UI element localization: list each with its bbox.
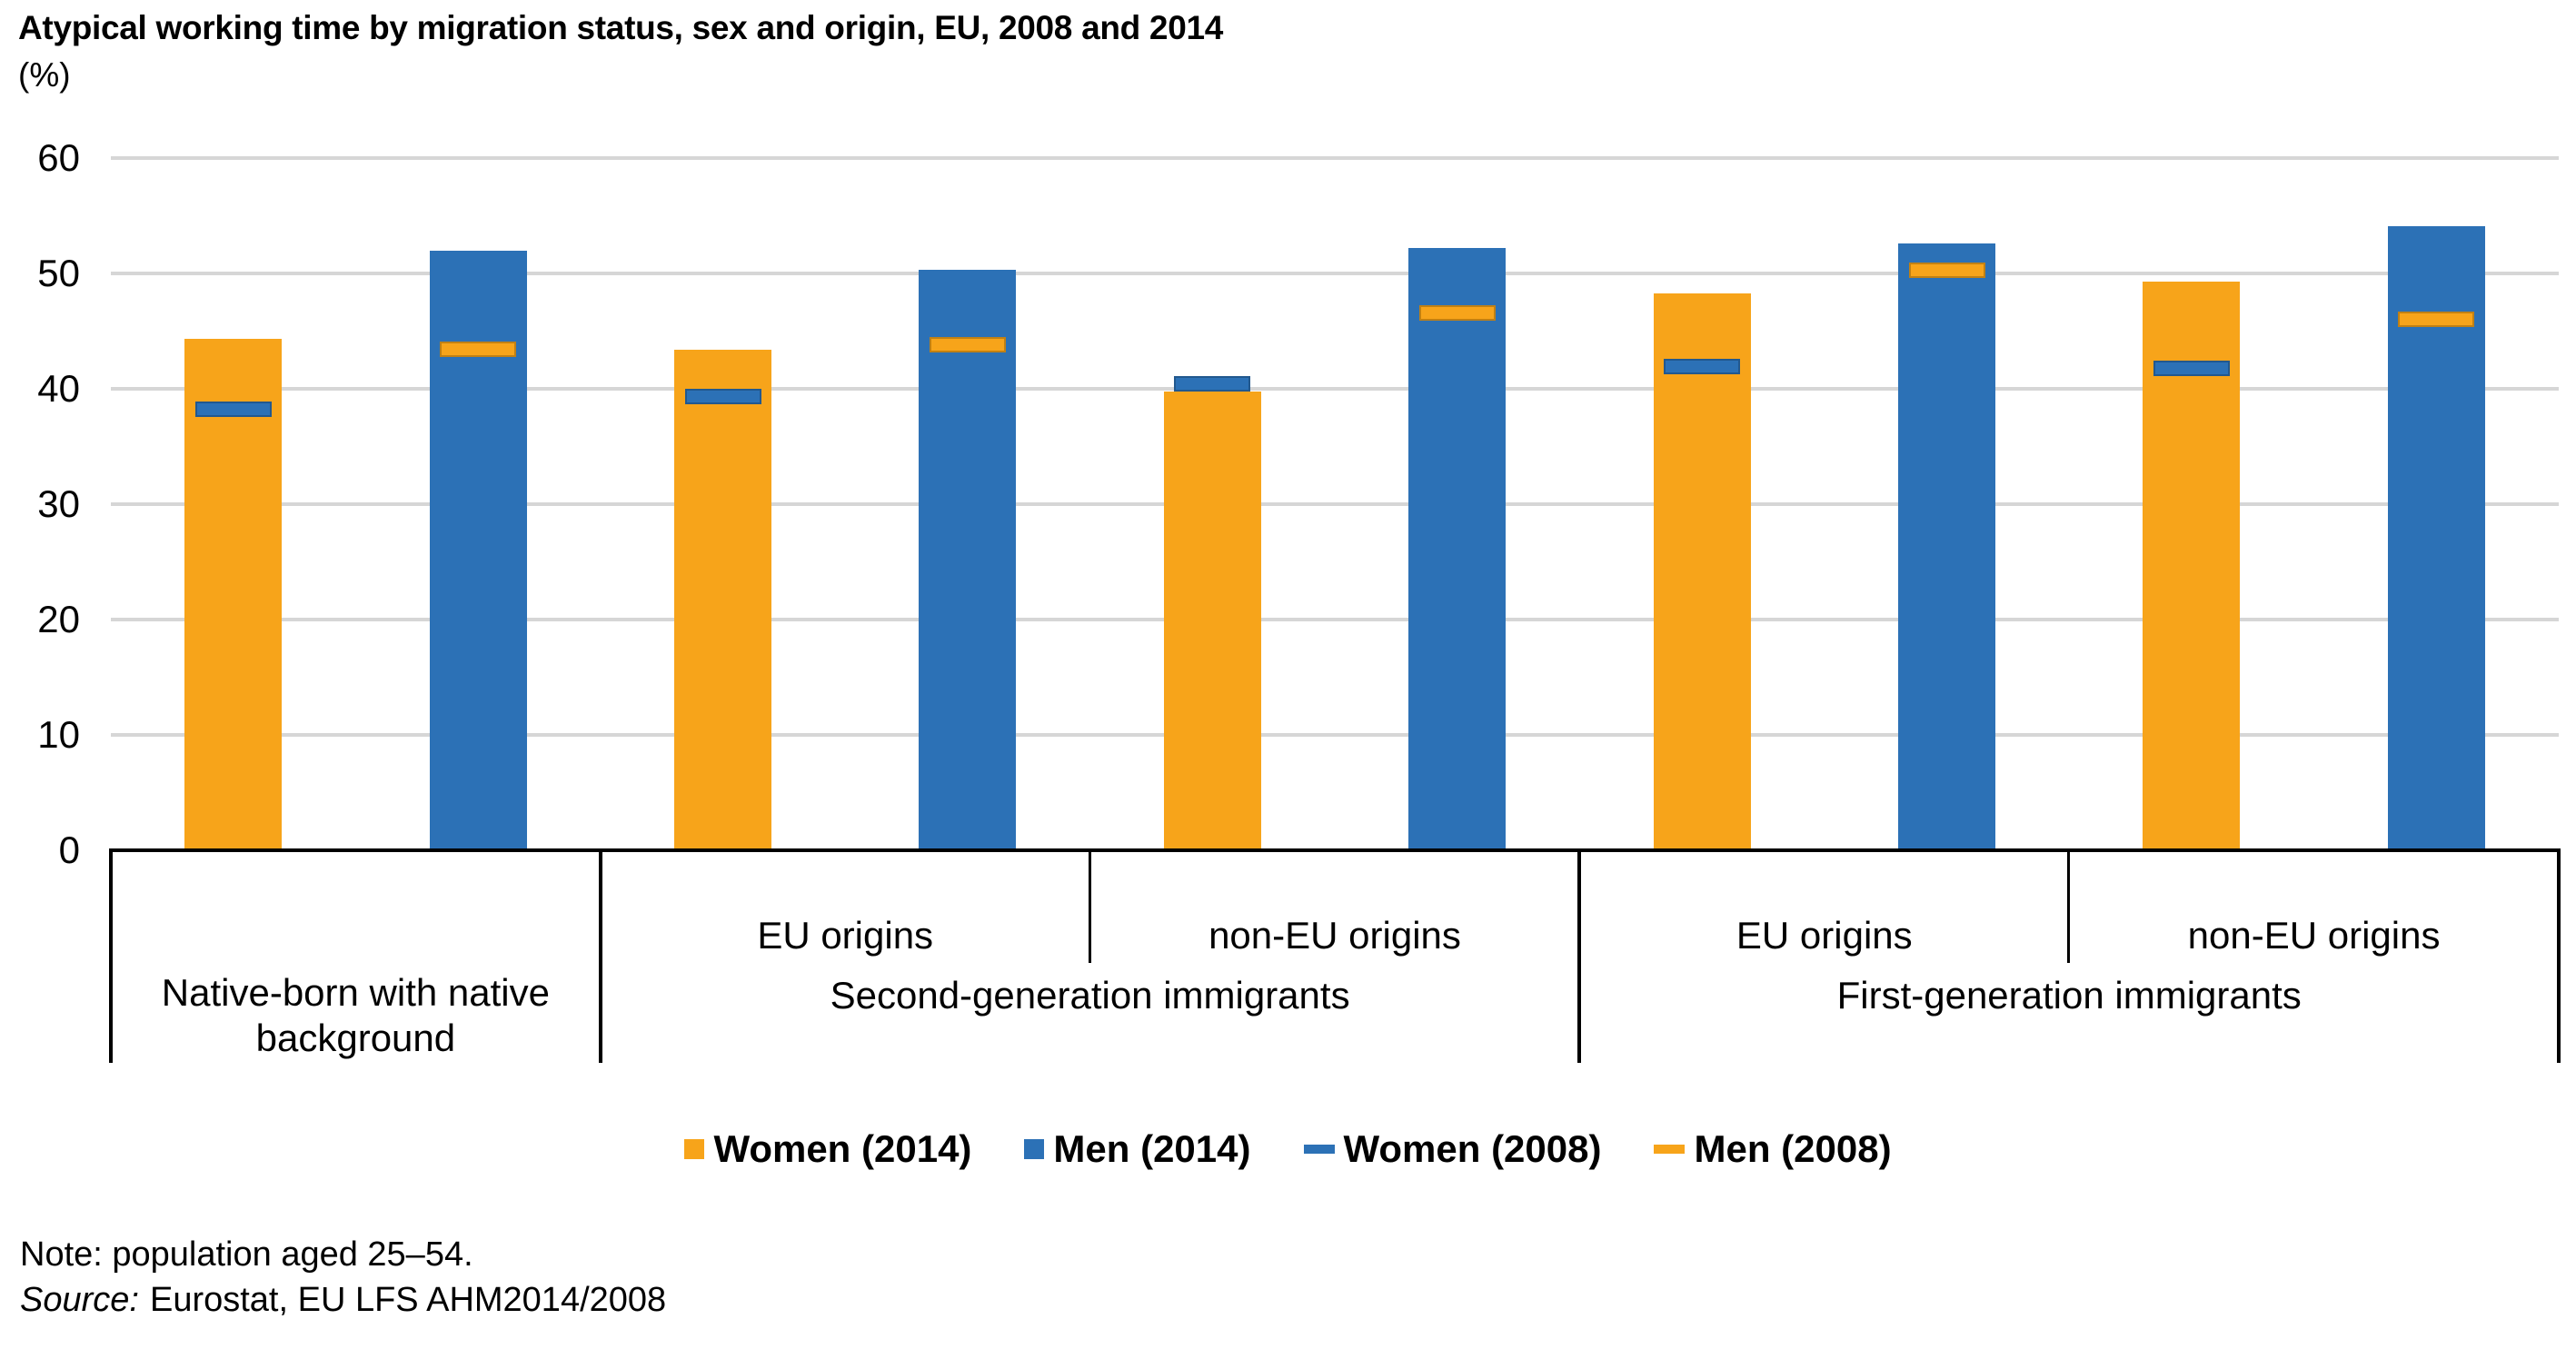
group-label: First-generation immigrants bbox=[1836, 974, 2302, 1017]
legend-square-marker bbox=[684, 1139, 705, 1159]
y-axis-label: 30 bbox=[37, 482, 80, 525]
bar-men-2014- bbox=[1408, 248, 1507, 852]
origin-label: EU origins bbox=[757, 914, 934, 957]
y-axis-label: 10 bbox=[37, 713, 80, 756]
group-label: Native-born with native background bbox=[111, 970, 601, 1061]
bar-men-2014- bbox=[1898, 243, 1995, 852]
legend-item: Men (2014) bbox=[1024, 1127, 1251, 1171]
chart-title: Atypical working time by migration statu… bbox=[18, 9, 1224, 46]
y-axis-label: 20 bbox=[37, 598, 80, 640]
bar-men-2014- bbox=[429, 250, 527, 852]
bar-women-2014- bbox=[2143, 281, 2241, 852]
group-label-text: Native-born with native background bbox=[161, 971, 550, 1059]
bar-men-2014- bbox=[919, 270, 1017, 852]
gridline bbox=[111, 156, 2559, 160]
tick-women-2008- bbox=[194, 402, 272, 418]
y-axis-label: 0 bbox=[58, 828, 80, 871]
note-text: Note: population aged 25–54. bbox=[20, 1235, 473, 1274]
bar-women-2014- bbox=[674, 349, 771, 852]
origin-label: non-EU origins bbox=[2187, 914, 2441, 957]
gridline bbox=[111, 272, 2559, 275]
tick-women-2008- bbox=[1174, 376, 1251, 392]
gridline bbox=[111, 387, 2559, 391]
table-border bbox=[598, 850, 602, 1063]
group-label: Second-generation immigrants bbox=[830, 974, 1350, 1017]
legend-label: Women (2008) bbox=[1343, 1127, 1602, 1170]
footnotes: Note: population aged 25–54. Source: Euro… bbox=[20, 1232, 666, 1323]
legend: Women (2014) Men (2014) Women (2008) Men (2… bbox=[0, 1123, 2576, 1175]
legend-dash-marker bbox=[1303, 1145, 1335, 1154]
table-border bbox=[1088, 850, 1091, 963]
bar-men-2014- bbox=[2387, 225, 2485, 852]
unit-label: (%) bbox=[18, 56, 71, 94]
y-axis-label: 60 bbox=[37, 136, 80, 179]
y-axis-label: 40 bbox=[37, 367, 80, 410]
axis-baseline bbox=[109, 848, 2561, 852]
bar-women-2014- bbox=[1163, 391, 1261, 852]
table-border bbox=[2557, 850, 2561, 1063]
y-axis-label: 50 bbox=[37, 252, 80, 294]
bar-women-2014- bbox=[1653, 293, 1751, 852]
legend-label: Men (2014) bbox=[1053, 1127, 1251, 1170]
tick-men-2008- bbox=[929, 337, 1006, 353]
tick-women-2008- bbox=[684, 389, 761, 405]
legend-item: Women (2008) bbox=[1303, 1127, 1602, 1171]
table-border bbox=[1577, 850, 1582, 1063]
source-text: Source: Eurostat, EU LFS AHM2014/2008 bbox=[20, 1277, 666, 1323]
tick-men-2008- bbox=[2398, 312, 2475, 328]
legend-item: Women (2014) bbox=[684, 1127, 971, 1171]
origin-label: EU origins bbox=[1736, 914, 1913, 957]
bar-women-2014- bbox=[184, 339, 283, 852]
source-value: Eurostat, EU LFS AHM2014/2008 bbox=[149, 1281, 667, 1319]
tick-women-2008- bbox=[1664, 359, 1741, 375]
gridline bbox=[111, 733, 2559, 737]
source-label: Source: bbox=[20, 1281, 139, 1319]
tick-men-2008- bbox=[1908, 262, 1985, 278]
gridline bbox=[111, 502, 2559, 506]
legend-item: Men (2008) bbox=[1654, 1127, 1892, 1171]
tick-men-2008- bbox=[1418, 304, 1496, 321]
tick-men-2008- bbox=[440, 342, 517, 358]
legend-label: Men (2008) bbox=[1694, 1127, 1892, 1170]
tick-women-2008- bbox=[2153, 360, 2230, 376]
legend-label: Women (2014) bbox=[713, 1127, 972, 1170]
legend-square-marker bbox=[1024, 1139, 1045, 1159]
table-border bbox=[109, 850, 113, 1063]
origin-label: non-EU origins bbox=[1208, 914, 1461, 957]
gridline bbox=[111, 618, 2559, 621]
table-border bbox=[2067, 850, 2071, 963]
legend-dash-marker bbox=[1654, 1145, 1686, 1154]
